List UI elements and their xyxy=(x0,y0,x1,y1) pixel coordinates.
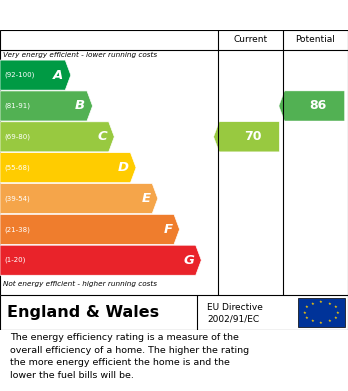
Text: (81-91): (81-91) xyxy=(4,103,30,109)
Polygon shape xyxy=(0,183,158,213)
Text: (92-100): (92-100) xyxy=(4,72,34,78)
Polygon shape xyxy=(0,60,71,90)
Text: (55-68): (55-68) xyxy=(4,165,30,171)
Text: (69-80): (69-80) xyxy=(4,134,30,140)
Text: 86: 86 xyxy=(309,99,327,113)
Bar xyxy=(298,298,345,327)
Text: ★: ★ xyxy=(311,301,315,306)
Polygon shape xyxy=(214,122,279,152)
Text: (39-54): (39-54) xyxy=(4,195,30,202)
Polygon shape xyxy=(0,214,180,244)
Text: ★: ★ xyxy=(333,316,337,320)
Text: 2002/91/EC: 2002/91/EC xyxy=(207,315,259,324)
Text: Potential: Potential xyxy=(295,36,335,45)
Text: F: F xyxy=(163,223,172,236)
Polygon shape xyxy=(279,91,345,121)
Text: ★: ★ xyxy=(335,310,339,314)
Text: ★: ★ xyxy=(327,301,331,306)
Text: The energy efficiency rating is a measure of the
overall efficiency of a home. T: The energy efficiency rating is a measur… xyxy=(10,333,250,380)
Text: ★: ★ xyxy=(327,319,331,323)
Text: ★: ★ xyxy=(303,310,307,314)
Text: D: D xyxy=(118,161,129,174)
Polygon shape xyxy=(0,91,93,121)
Text: 70: 70 xyxy=(244,130,261,143)
Text: A: A xyxy=(53,68,63,82)
Text: (1-20): (1-20) xyxy=(4,257,25,264)
Text: Not energy efficient - higher running costs: Not energy efficient - higher running co… xyxy=(3,282,158,287)
Text: ★: ★ xyxy=(319,321,323,325)
Text: B: B xyxy=(75,99,85,113)
Text: ★: ★ xyxy=(319,300,323,304)
Text: England & Wales: England & Wales xyxy=(7,305,159,320)
Text: ★: ★ xyxy=(333,305,337,309)
Polygon shape xyxy=(0,152,136,183)
Polygon shape xyxy=(0,245,201,275)
Text: EU Directive: EU Directive xyxy=(207,303,263,312)
Polygon shape xyxy=(0,122,114,152)
Text: ★: ★ xyxy=(305,305,309,309)
Text: Current: Current xyxy=(233,36,267,45)
Text: E: E xyxy=(142,192,150,205)
Text: (21-38): (21-38) xyxy=(4,226,30,233)
Text: ★: ★ xyxy=(305,316,309,320)
Text: Energy Efficiency Rating: Energy Efficiency Rating xyxy=(7,7,209,23)
Text: G: G xyxy=(183,254,194,267)
Text: Very energy efficient - lower running costs: Very energy efficient - lower running co… xyxy=(3,52,158,58)
Text: C: C xyxy=(97,130,107,143)
Text: ★: ★ xyxy=(311,319,315,323)
